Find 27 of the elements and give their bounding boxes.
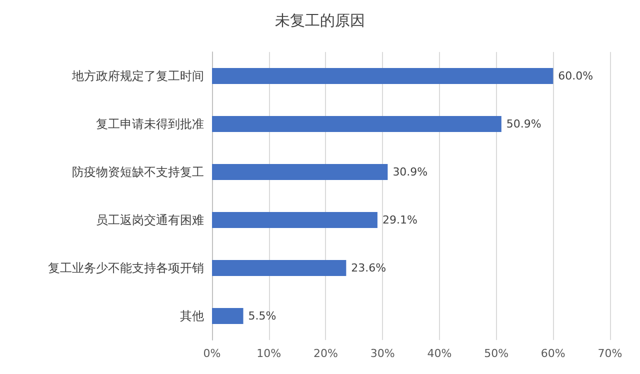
x-tick-label: 20%	[313, 347, 338, 360]
x-tick-label: 10%	[256, 347, 282, 360]
x-tick-label: 70%	[598, 347, 622, 360]
bar	[212, 164, 388, 180]
data-label: 29.1%	[382, 214, 418, 226]
bar	[212, 308, 244, 324]
bar	[212, 260, 346, 276]
x-tick-label: 0%	[203, 347, 221, 360]
data-label: 23.6%	[351, 262, 386, 274]
y-tick-label: 员工返岗交通有困难	[96, 213, 204, 227]
x-tick-label: 30%	[370, 347, 395, 360]
y-tick-label: 复工业务少不能支持各项开销	[48, 261, 204, 275]
bar	[212, 68, 554, 84]
x-tick-label: 40%	[427, 347, 452, 360]
x-tick-label: 60%	[540, 347, 566, 360]
data-label: 30.9%	[392, 166, 428, 178]
y-tick-label: 其他	[180, 309, 204, 323]
chart-title: 未复工的原因	[275, 12, 365, 30]
bar	[212, 212, 378, 228]
y-tick-label: 复工申请未得到批准	[96, 117, 204, 131]
data-label: 50.9%	[506, 118, 542, 130]
data-label: 5.5%	[248, 310, 276, 322]
y-tick-label: 防疫物资短缺不支持复工	[72, 165, 204, 179]
data-label: 60.0%	[558, 70, 594, 82]
bar	[212, 116, 502, 132]
x-tick-label: 50%	[484, 347, 509, 360]
y-tick-label: 地方政府规定了复工时间	[71, 69, 204, 83]
